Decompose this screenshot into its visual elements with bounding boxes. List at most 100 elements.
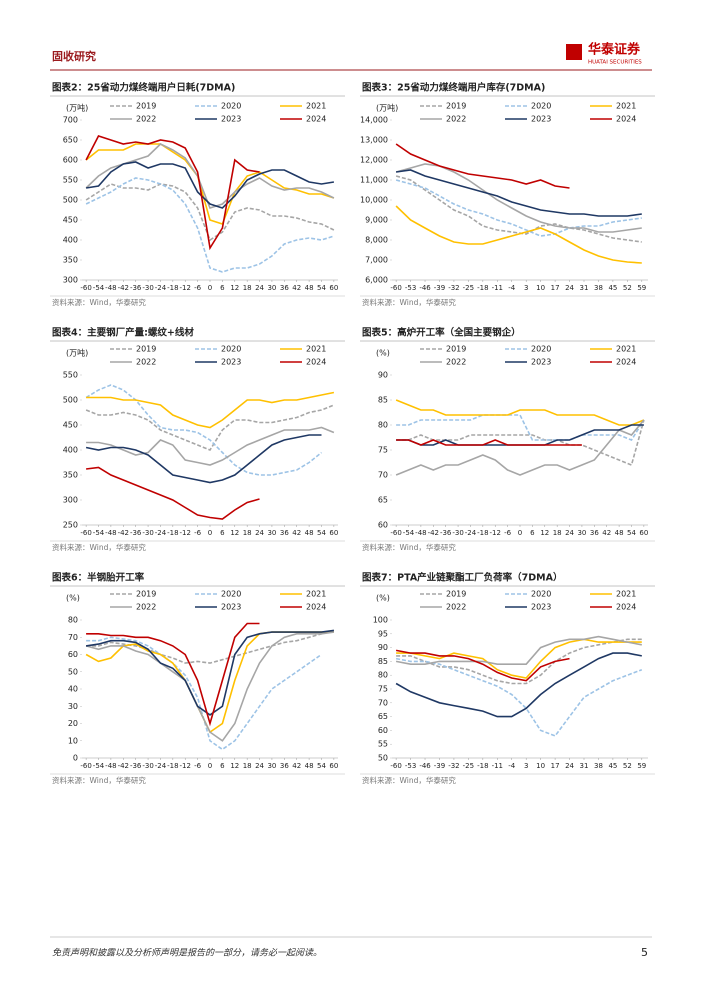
- x-tick-label: 42: [292, 762, 301, 770]
- x-tick-label: -30: [142, 762, 153, 770]
- chart-title: 图表3：25省动力煤终端用户库存(7DMA): [362, 82, 545, 94]
- y-tick-label: 95: [378, 629, 388, 638]
- x-tick-label: 45: [608, 284, 617, 292]
- x-tick-label: -18: [167, 762, 178, 770]
- x-tick-label: -12: [180, 284, 191, 292]
- x-tick-label: 24: [255, 284, 264, 292]
- legend-label: 2021: [616, 102, 636, 111]
- y-tick-label: 11,000: [360, 176, 388, 185]
- legend-label: 2022: [446, 115, 466, 124]
- legend-label: 2022: [136, 115, 156, 124]
- legend-label: 2019: [446, 345, 466, 354]
- source: 资料来源：Wind，华泰研究: [362, 542, 456, 552]
- x-tick-label: 6: [530, 529, 535, 537]
- y-tick-label: 10: [68, 736, 78, 745]
- series-line: [85, 183, 335, 242]
- y-tick-label: 6,000: [365, 276, 388, 285]
- x-tick-label: -60: [80, 762, 91, 770]
- y-tick-label: 450: [63, 421, 78, 430]
- x-tick-label: 24: [255, 762, 264, 770]
- brand-en: HUATAI SECURITIES: [588, 60, 642, 66]
- y-tick-label: 70: [68, 633, 78, 642]
- series-line: [395, 657, 643, 737]
- x-tick-label: -12: [180, 762, 191, 770]
- x-tick-label: -11: [492, 284, 503, 292]
- y-tick-label: 65: [378, 712, 388, 721]
- y-tick-label: 600: [63, 156, 78, 165]
- x-tick-label: -60: [80, 284, 91, 292]
- x-tick-label: 31: [580, 762, 589, 770]
- legend-label: 2022: [446, 603, 466, 612]
- y-tick-label: 30: [68, 702, 78, 711]
- x-tick-label: -12: [180, 529, 191, 537]
- x-tick-label: 18: [243, 762, 252, 770]
- y-tick-label: 8,000: [365, 236, 388, 245]
- x-tick-label: 54: [317, 529, 326, 537]
- series-line: [395, 205, 642, 264]
- x-tick-label: -42: [428, 529, 439, 537]
- x-tick-label: -54: [403, 529, 415, 537]
- x-tick-label: 0: [208, 284, 212, 292]
- series-line: [395, 419, 645, 476]
- series-line: [85, 135, 260, 251]
- x-tick-label: -32: [448, 762, 459, 770]
- x-tick-label: 42: [292, 529, 301, 537]
- x-tick-label: -24: [155, 762, 167, 770]
- legend-label: 2022: [136, 358, 156, 367]
- x-tick-label: -42: [118, 529, 129, 537]
- x-tick-label: 0: [208, 529, 212, 537]
- y-tick-label: 75: [378, 446, 388, 455]
- legend-label: 2024: [616, 358, 636, 367]
- legend-label: 2022: [136, 603, 156, 612]
- y-tick-label: 14,000: [360, 116, 388, 125]
- y-tick-label: 70: [378, 471, 388, 480]
- series-line: [395, 169, 642, 217]
- y-tick-label: 40: [68, 685, 78, 694]
- y-tick-label: 350: [63, 471, 78, 480]
- y-tick-label: 12,000: [360, 156, 388, 165]
- x-tick-label: 18: [243, 529, 252, 537]
- legend-label: 2024: [616, 115, 636, 124]
- series-line: [396, 414, 645, 441]
- series-line: [395, 143, 570, 189]
- legend-label: 2022: [446, 358, 466, 367]
- disclaimer: 免责声明和披露以及分析师声明是报告的一部分，请务必一起阅读。: [52, 948, 322, 959]
- x-tick-label: 24: [565, 762, 574, 770]
- x-tick-label: -53: [405, 762, 416, 770]
- y-tick-label: 400: [63, 446, 78, 455]
- y-tick-label: 20: [68, 719, 78, 728]
- legend-label: 2023: [531, 358, 551, 367]
- x-tick-label: 36: [280, 284, 289, 292]
- source: 资料来源：Wind，华泰研究: [52, 775, 146, 785]
- source: 资料来源：Wind，华泰研究: [362, 297, 456, 307]
- x-tick-label: -36: [130, 529, 142, 537]
- x-tick-label: -54: [93, 762, 105, 770]
- chart-title: 图表5：高炉开工率（全国主要钢企）: [362, 327, 521, 339]
- x-tick-label: 36: [280, 529, 289, 537]
- x-tick-label: 6: [220, 529, 225, 537]
- x-tick-label: -4: [508, 284, 516, 292]
- y-tick-label: 650: [63, 136, 78, 145]
- legend-label: 2021: [306, 102, 326, 111]
- y-tick-label: 500: [63, 396, 78, 405]
- y-tick-label: 60: [378, 726, 388, 735]
- y-tick-label: 450: [63, 216, 78, 225]
- source: 资料来源：Wind，华泰研究: [52, 542, 146, 552]
- source: 资料来源：Wind，华泰研究: [362, 775, 456, 785]
- x-tick-label: 18: [553, 529, 562, 537]
- x-tick-label: -60: [390, 529, 401, 537]
- legend-label: 2021: [616, 345, 636, 354]
- chart-title: 图表4：主要钢厂产量:螺纹+线材: [52, 327, 194, 339]
- x-tick-label: 60: [639, 529, 648, 537]
- x-tick-label: 48: [305, 762, 314, 770]
- legend-label: 2023: [531, 603, 551, 612]
- legend-label: 2019: [446, 590, 466, 599]
- series-line: [86, 391, 335, 429]
- x-tick-label: -60: [80, 529, 91, 537]
- x-tick-label: 6: [220, 762, 225, 770]
- chart-title: 图表2：25省动力煤终端用户日耗(7DMA): [52, 82, 235, 94]
- x-tick-label: 60: [329, 284, 338, 292]
- brand: 华泰证券: [588, 42, 641, 58]
- x-tick-label: 48: [615, 529, 624, 537]
- x-tick-label: 10: [536, 762, 545, 770]
